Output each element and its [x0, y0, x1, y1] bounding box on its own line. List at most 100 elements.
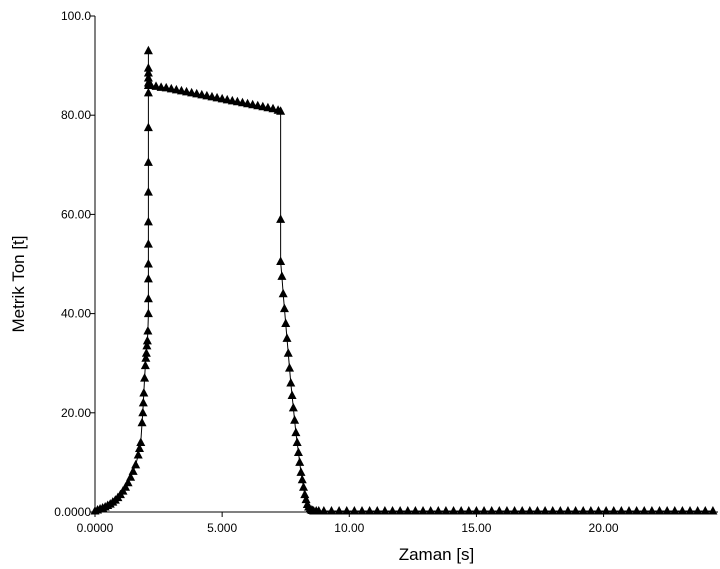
- data-point: [494, 506, 504, 515]
- data-point: [700, 506, 710, 515]
- data-point: [143, 122, 153, 132]
- x-tick-label: 10.00: [334, 521, 364, 535]
- data-point: [287, 390, 297, 399]
- data-point: [138, 397, 148, 407]
- data-point: [639, 506, 649, 515]
- data-point: [502, 506, 512, 515]
- data-point: [278, 288, 288, 298]
- data-point: [563, 506, 573, 515]
- data-point: [141, 348, 151, 357]
- data-point: [300, 489, 310, 499]
- data-point: [426, 506, 436, 515]
- data-point: [525, 506, 535, 515]
- y-tick-label: 40.00: [61, 307, 91, 321]
- data-point: [143, 63, 153, 72]
- y-tick-label: 100.0: [61, 9, 91, 23]
- data-point: [555, 506, 565, 515]
- data-point: [143, 87, 153, 97]
- data-point: [143, 73, 153, 82]
- data-point: [418, 506, 428, 515]
- data-point: [276, 256, 286, 266]
- data-point: [143, 293, 153, 303]
- data-point: [292, 437, 302, 447]
- data-point: [532, 506, 542, 515]
- data-point: [291, 427, 301, 437]
- data-point: [380, 506, 390, 515]
- data-point: [510, 506, 520, 515]
- data-point: [471, 506, 481, 515]
- x-tick-label: 15.00: [461, 521, 491, 535]
- data-point: [283, 348, 293, 357]
- y-axis-title: Metrik Ton [t]: [9, 236, 28, 333]
- data-point: [288, 402, 298, 412]
- data-point: [655, 506, 665, 515]
- data-point: [449, 506, 459, 515]
- data-point: [143, 325, 153, 335]
- data-point: [297, 474, 307, 484]
- data-point: [540, 506, 550, 515]
- data-point: [548, 506, 558, 515]
- data-point: [143, 273, 153, 283]
- data-point: [403, 506, 413, 515]
- data-point: [290, 415, 300, 424]
- data-point: [670, 506, 680, 515]
- data-point: [571, 506, 581, 515]
- y-tick-label: 20.00: [61, 406, 91, 420]
- data-point: [143, 45, 153, 55]
- data-point: [143, 157, 153, 166]
- data-point: [138, 407, 148, 417]
- data-point: [662, 506, 672, 515]
- data-point: [677, 506, 687, 515]
- data-point: [286, 378, 296, 387]
- data-point: [133, 449, 143, 459]
- data-point: [395, 506, 405, 515]
- data-point: [334, 506, 344, 515]
- data-point: [140, 360, 150, 370]
- data-point: [135, 443, 144, 453]
- data-point: [277, 271, 287, 280]
- data-point: [142, 340, 152, 350]
- data-point: [647, 506, 657, 515]
- data-point: [433, 506, 443, 515]
- data-point: [441, 506, 451, 515]
- data-point: [137, 417, 147, 427]
- data-point: [139, 387, 149, 397]
- data-point: [143, 187, 153, 196]
- data-point: [123, 477, 133, 487]
- data-point: [128, 466, 138, 475]
- data-point: [624, 506, 634, 515]
- data-point: [601, 506, 611, 515]
- data-point: [578, 506, 588, 515]
- data-point: [301, 494, 311, 504]
- data-point: [143, 259, 153, 268]
- y-tick-label: 0.0000: [54, 505, 91, 519]
- x-axis-title: Zaman [s]: [399, 545, 475, 564]
- data-point: [357, 506, 367, 515]
- data-point: [586, 506, 596, 515]
- y-tick-label: 80.00: [61, 108, 91, 122]
- data-point: [609, 506, 619, 515]
- data-point: [143, 68, 153, 77]
- data-point: [593, 506, 603, 515]
- data-point: [388, 506, 398, 515]
- data-point: [276, 214, 286, 223]
- data-point: [276, 106, 286, 115]
- data-point: [142, 335, 152, 345]
- data-point: [131, 459, 141, 469]
- x-tick-label: 20.00: [589, 521, 619, 535]
- data-point: [708, 506, 718, 515]
- series-line: [94, 50, 713, 512]
- x-axis-ticks: 0.0000 5.000 10.00 15.00 20.00: [77, 512, 619, 535]
- y-axis-ticks: 0.0000 20.00 40.00 60.00 80.00 100.0: [54, 9, 95, 519]
- data-point: [632, 506, 642, 515]
- data-point: [141, 353, 151, 362]
- data-point: [295, 457, 305, 466]
- data-point: [143, 239, 153, 248]
- data-point: [342, 506, 352, 515]
- x-tick-label: 5.000: [207, 521, 237, 535]
- data-point: [282, 333, 292, 342]
- data-point: [326, 506, 336, 515]
- data-point: [487, 506, 497, 515]
- data-point: [349, 506, 359, 515]
